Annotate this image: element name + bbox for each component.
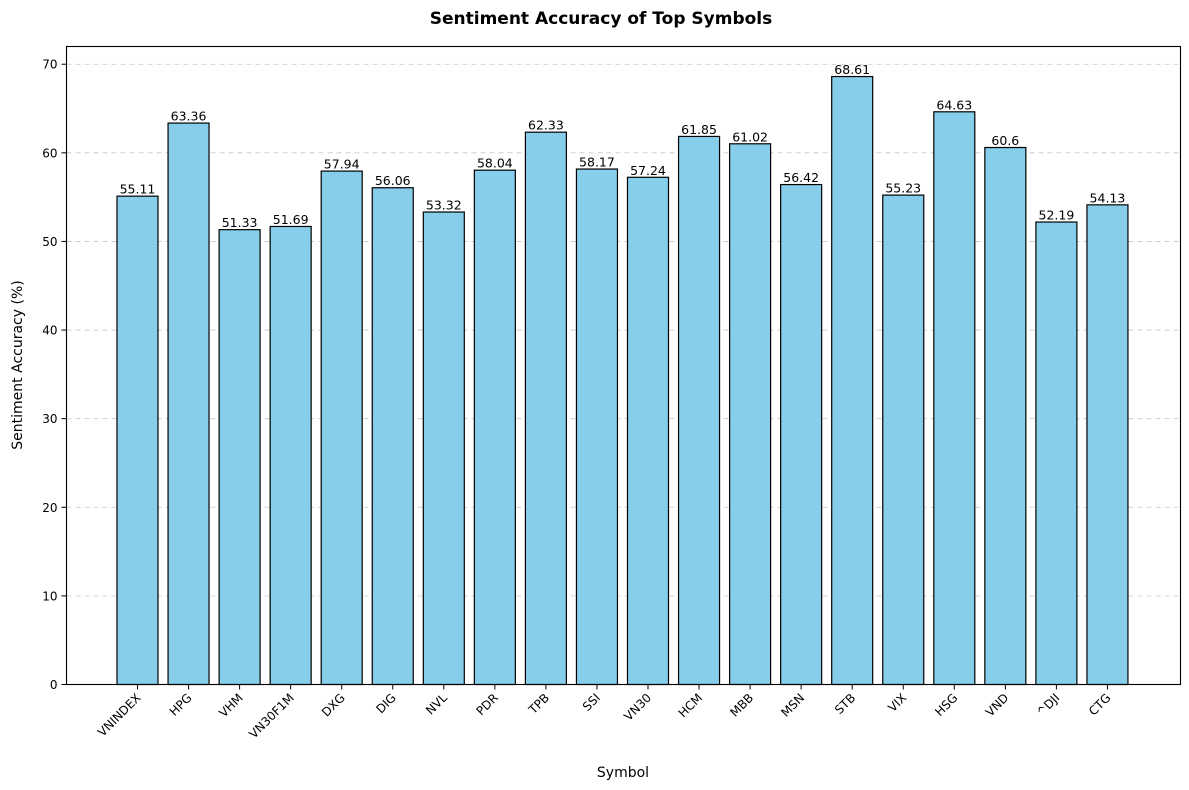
x-axis: VNINDEX HPG VHM VN30F1M DXG DIG NVL PDR TPB SSI VN… (95, 684, 1114, 741)
data-label: 55.23 (885, 181, 921, 196)
y-tick-label: 50 (42, 235, 57, 249)
bar-hcm (677, 135, 721, 686)
y-axis: 0 10 20 30 40 50 60 70 (42, 58, 67, 692)
bar-vn30 (626, 176, 670, 686)
bar-vnindex (116, 195, 159, 686)
y-tick-label: 30 (42, 412, 57, 426)
data-label: 56.06 (375, 173, 411, 188)
bar-hpg (167, 122, 210, 686)
data-label: 61.02 (732, 129, 768, 144)
data-label: 68.61 (834, 62, 870, 77)
x-tick-label: MSN (778, 691, 807, 720)
bar-vix (882, 194, 925, 686)
x-tick-label: STB (832, 691, 858, 717)
data-label: 58.04 (477, 156, 513, 171)
data-label: 58.17 (579, 155, 615, 170)
y-tick-label: 60 (42, 146, 57, 160)
x-tick-label: CTG (1086, 691, 1114, 719)
x-tick-label: VND (983, 691, 1012, 720)
data-label: 55.11 (120, 182, 156, 197)
bar-stb (831, 75, 874, 686)
chart-title: Sentiment Accuracy of Top Symbols (430, 9, 773, 29)
x-tick-label: ^DJI (1034, 691, 1063, 720)
y-tick-label: 70 (42, 58, 57, 72)
y-tick-label: 10 (42, 589, 57, 603)
bar-hsg (933, 111, 976, 686)
y-axis-label: Sentiment Accuracy (%) (10, 280, 26, 449)
data-label: 51.69 (273, 212, 309, 227)
data-label: 56.42 (783, 170, 819, 185)
x-tick-label: VN30F1M (246, 691, 296, 741)
data-label: 51.33 (222, 215, 258, 230)
data-label: 64.63 (936, 97, 972, 112)
x-tick-label: VNINDEX (95, 691, 144, 740)
y-tick-label: 0 (50, 678, 58, 692)
data-labels: 55.11 63.36 51.33 51.69 57.94 56.06 53.32 58.04… (120, 62, 1126, 230)
bar-dig (371, 187, 414, 686)
bar-nvl (422, 211, 465, 686)
bar-ssi (575, 168, 619, 686)
x-axis-label: Symbol (597, 765, 649, 781)
bar-dxg (320, 170, 363, 686)
bar-vn30f1m (269, 225, 312, 686)
x-tick-label: VHM (216, 691, 245, 720)
data-label: 57.24 (630, 163, 666, 178)
bar-pdr (473, 169, 516, 686)
bars (116, 75, 1129, 686)
x-tick-label: VIX (885, 691, 909, 715)
x-tick-label: NVL (423, 691, 450, 718)
x-tick-label: SSI (580, 691, 603, 714)
data-label: 60.6 (991, 133, 1019, 148)
x-tick-label: MBB (727, 691, 756, 720)
x-tick-label: HPG (167, 691, 195, 719)
data-label: 63.36 (171, 109, 207, 124)
data-label: 57.94 (324, 157, 360, 172)
x-tick-label: HSG (932, 691, 960, 719)
bar-tpb (524, 131, 568, 686)
data-label: 61.85 (681, 122, 717, 137)
data-label: 53.32 (426, 198, 462, 213)
y-tick-label: 40 (42, 324, 57, 338)
x-tick-label: PDR (474, 691, 501, 718)
data-label: 54.13 (1090, 190, 1126, 205)
bar-mbb (728, 143, 772, 686)
x-tick-label: DXG (319, 691, 348, 720)
bar-vnd (984, 146, 1027, 686)
plot-frame (65, 45, 1182, 686)
bar-dji (1035, 221, 1078, 686)
bar-msn (780, 183, 823, 686)
data-label: 62.33 (528, 118, 564, 133)
bar-vhm (218, 229, 261, 686)
bar-ctg (1086, 204, 1129, 686)
x-tick-label: HCM (676, 691, 706, 721)
x-tick-label: DIG (373, 691, 399, 717)
x-tick-label: VN30 (621, 691, 654, 724)
x-tick-label: TPB (525, 691, 552, 718)
data-label: 52.19 (1039, 208, 1075, 223)
y-tick-label: 20 (42, 501, 57, 515)
